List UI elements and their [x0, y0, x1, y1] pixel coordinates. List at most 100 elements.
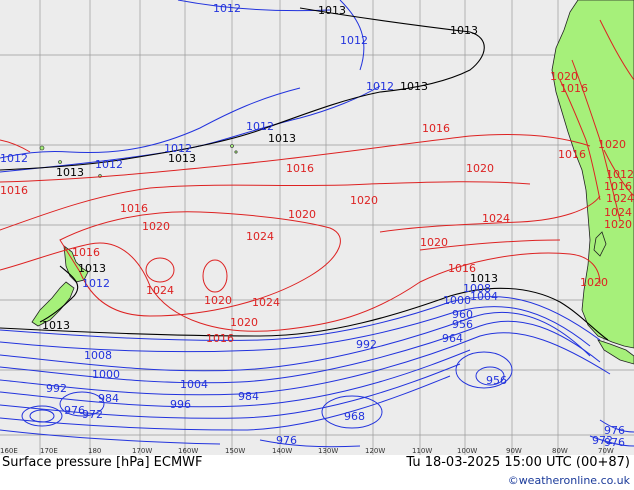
isobar-label: 1012: [213, 2, 241, 15]
isobar-label: 972: [82, 408, 103, 421]
isobar-label: 1008: [463, 282, 491, 295]
lon-tick: 170E: [40, 447, 58, 455]
pressure-map: 160E 170E 180 170W 160W 150W 140W 130W 1…: [0, 0, 634, 455]
isobar-label: 1013: [56, 166, 84, 179]
isobar-label: 1013: [470, 272, 498, 285]
longitude-ticks: 160E 170E 180 170W 160W 150W 140W 130W 1…: [0, 447, 614, 455]
isobar-label: 956: [486, 374, 507, 387]
isobar-label: 1012: [246, 120, 274, 133]
isobar-label: 1016: [206, 332, 234, 345]
isobar-label: 1016: [72, 246, 100, 259]
valid-time: Tu 18-03-2025 15:00 UTC (00+87): [406, 455, 630, 470]
isobar-label: 992: [46, 382, 67, 395]
isobar-label: 1013: [268, 132, 296, 145]
ocean-background: [0, 0, 634, 455]
lon-tick: 70W: [598, 447, 614, 455]
isobar-label: 1020: [598, 138, 626, 151]
isobar-label: 1012: [366, 80, 394, 93]
lon-tick: 160W: [178, 447, 198, 455]
isobar-label: 1020: [550, 70, 578, 83]
new-zealand-south-island: [31, 281, 75, 327]
isobar-label: 1004: [470, 290, 498, 303]
isobar-label: 1013: [78, 262, 106, 275]
lon-tick: 170W: [132, 447, 152, 455]
isobar-label: 1016: [422, 122, 450, 135]
isobar-label: 968: [344, 410, 365, 423]
isobar-label: 1020: [230, 316, 258, 329]
lon-tick: 90W: [506, 447, 522, 455]
map-title: Surface pressure [hPa] ECMWF: [2, 455, 203, 470]
low-pressure-labels: 1012 1012 1012 1012 1012 1012 1012 1012 …: [0, 2, 625, 449]
isobar-label: 1024: [604, 206, 632, 219]
isobar-label: 1024: [606, 192, 634, 205]
land: [31, 0, 634, 365]
isobar-label: 1016: [0, 184, 28, 197]
isobar-label: 1004: [180, 378, 208, 391]
credit-link[interactable]: ©weatheronline.co.uk: [507, 474, 630, 487]
map-footer: Surface pressure [hPa] ECMWF Tu 18-03-20…: [0, 455, 634, 490]
isobar-label: 956: [452, 318, 473, 331]
lon-tick: 130W: [318, 447, 338, 455]
small-islands: [39, 144, 238, 178]
chiloe-island: [593, 231, 607, 257]
isobar-1013: [0, 7, 609, 341]
isobar-label: 960: [452, 308, 473, 321]
low-pressure-isobars: [0, 0, 634, 448]
isobar-label: 1024: [246, 230, 274, 243]
lon-tick: 120W: [365, 447, 385, 455]
isobar-label: 1012: [95, 158, 123, 171]
isobar-label: 1012: [164, 142, 192, 155]
isobar-label: 1024: [146, 284, 174, 297]
new-zealand-north-island: [63, 245, 89, 283]
isobar-label: 1000: [92, 368, 120, 381]
isobar-label: 964: [442, 332, 463, 345]
isobar-label: 1013: [318, 4, 346, 17]
isobar-label: 1016: [448, 262, 476, 275]
isobar-label: 1016: [604, 180, 632, 193]
lon-tick: 180: [88, 447, 101, 455]
lon-tick: 110W: [412, 447, 432, 455]
high-pressure-labels: 1016 1016 1016 1016 1020 1020 1020 1020 …: [0, 70, 634, 345]
south-america-land: [551, 0, 634, 349]
lon-tick: 100W: [457, 447, 477, 455]
isobar-label: 984: [238, 390, 259, 403]
isobar-label: 976: [604, 424, 625, 437]
isobar-label: 1016: [560, 82, 588, 95]
isobar-label: 972: [592, 434, 613, 447]
isobar-label: 1012: [340, 34, 368, 47]
isobar-label: 992: [356, 338, 377, 351]
lon-tick: 140W: [272, 447, 292, 455]
isobar-label: 1012: [82, 277, 110, 290]
isobar-label: 1020: [142, 220, 170, 233]
isobar-label: 976: [604, 436, 625, 449]
isobar-label: 1020: [350, 194, 378, 207]
lat-lon-grid: [0, 0, 634, 455]
isobar-label: 1020: [466, 162, 494, 175]
isobar-label: 996: [170, 398, 191, 411]
isobar-label: 1020: [288, 208, 316, 221]
isobar-label: 1008: [84, 349, 112, 362]
isobar-label: 1013: [400, 80, 428, 93]
lon-tick: 150W: [225, 447, 245, 455]
isobar-label: 1016: [558, 148, 586, 161]
isobar-label: 1024: [252, 296, 280, 309]
isobar-label: 1013: [450, 24, 478, 37]
isobar-label: 976: [276, 434, 297, 447]
isobar-label: 1020: [420, 236, 448, 249]
isobar-label: 984: [98, 392, 119, 405]
tierra-del-fuego: [597, 339, 634, 365]
isobar-label: 1016: [120, 202, 148, 215]
isobar-label: 1013: [42, 319, 70, 332]
lon-tick: 80W: [552, 447, 568, 455]
high-pressure-isobars: [0, 19, 634, 332]
isobar-1013-labels: 1013 1013 1013 1013 1013 1013 1013 1013 …: [42, 4, 498, 332]
lon-tick: 160E: [0, 447, 18, 455]
isobar-label: 976: [64, 404, 85, 417]
isobar-label: 1012: [0, 152, 28, 165]
isobar-label: 1020: [604, 218, 632, 231]
isobar-label: 1020: [204, 294, 232, 307]
isobar-label: 1000: [443, 294, 471, 307]
isobar-label: 1020: [580, 276, 608, 289]
isobar-label: 1024: [482, 212, 510, 225]
isobar-label: 1012: [606, 168, 634, 181]
